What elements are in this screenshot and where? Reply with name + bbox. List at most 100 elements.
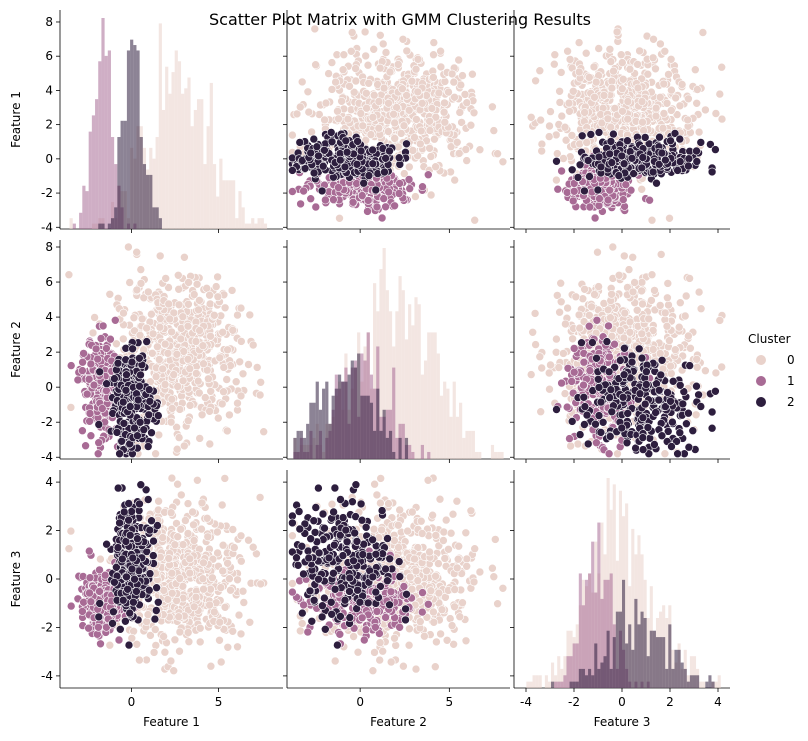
scatter-point-cluster-2 [707, 167, 717, 177]
scatter-point-cluster-0 [64, 270, 74, 280]
scatter-point-cluster-0 [651, 103, 661, 113]
scatter-point-cluster-0 [144, 287, 153, 297]
scatter-point-cluster-1 [91, 344, 101, 354]
scatter-point-cluster-1 [288, 187, 297, 196]
scatter-point-cluster-0 [531, 340, 540, 349]
scatter-point-cluster-2 [119, 419, 129, 428]
y-tick-label: 0 [45, 152, 53, 166]
scatter-point-cluster-0 [429, 50, 438, 60]
hist-bar-cluster-0 [436, 353, 440, 459]
scatter-point-cluster-0 [429, 73, 438, 82]
scatter-point-cluster-0 [644, 314, 654, 324]
scatter-point-cluster-2 [135, 353, 144, 363]
hist-bar-cluster-1 [72, 223, 76, 229]
scatter-point-cluster-0 [227, 286, 237, 295]
scatter-point-cluster-0 [650, 286, 659, 295]
hist-bar-cluster-0 [497, 451, 501, 459]
scatter-point-cluster-1 [98, 404, 107, 413]
hist-bar-cluster-0 [222, 180, 226, 229]
scatter-point-cluster-0 [550, 50, 560, 60]
scatter-point-cluster-0 [172, 444, 182, 454]
scatter-point-cluster-1 [363, 196, 373, 205]
scatter-point-cluster-0 [717, 114, 727, 124]
scatter-point-cluster-0 [132, 285, 142, 295]
scatter-point-cluster-0 [360, 27, 370, 37]
scatter-point-cluster-0 [180, 252, 189, 262]
scatter-point-cluster-0 [195, 434, 204, 443]
scatter-point-cluster-1 [585, 366, 595, 375]
scatter-point-cluster-1 [66, 361, 76, 370]
scatter-point-cluster-0 [222, 375, 231, 384]
hist-bar-cluster-0 [478, 451, 482, 459]
scatter-point-cluster-2 [288, 166, 297, 175]
scatter-point-cluster-0 [647, 215, 657, 225]
scatter-point-cluster-0 [452, 138, 462, 147]
scatter-point-cluster-2 [684, 154, 694, 163]
scatter-point-cluster-0 [238, 369, 248, 379]
scatter-point-cluster-0 [236, 303, 246, 313]
scatter-point-cluster-0 [304, 107, 314, 117]
hist-bar-cluster-0 [459, 402, 463, 459]
scatter-point-cluster-0 [180, 441, 189, 451]
scatter-point-cluster-0 [383, 127, 393, 136]
hist-bar-cluster-0 [168, 93, 172, 229]
scatter-point-cluster-0 [564, 98, 574, 108]
scatter-point-cluster-0 [385, 67, 395, 77]
scatter-point-cluster-0 [549, 59, 559, 69]
hist-bar-cluster-1 [79, 212, 83, 229]
scatter-point-cluster-0 [624, 265, 634, 274]
hist-bar-cluster-2 [353, 367, 358, 459]
scatter-point-cluster-0 [530, 309, 540, 318]
scatter-point-cluster-2 [127, 357, 137, 367]
scatter-point-cluster-2 [135, 381, 144, 391]
hist-bar-cluster-0 [500, 451, 504, 459]
scatter-point-cluster-0 [683, 115, 693, 125]
hist-bar-cluster-0 [209, 82, 213, 229]
scatter-point-cluster-2 [368, 145, 377, 155]
hist-bar-cluster-0 [225, 180, 229, 229]
scatter-point-cluster-0 [324, 69, 333, 78]
scatter-point-cluster-0 [425, 117, 434, 126]
scatter-point-cluster-2 [614, 171, 624, 180]
scatter-point-cluster-0 [664, 70, 673, 79]
scatter-point-cluster-2 [694, 390, 703, 400]
scatter-point-cluster-0 [694, 287, 704, 297]
scatter-point-cluster-1 [299, 186, 308, 196]
scatter-point-cluster-0 [665, 336, 674, 345]
scatter-point-cluster-2 [575, 160, 585, 170]
scatter-point-cluster-0 [137, 314, 147, 324]
scatter-point-cluster-1 [565, 434, 574, 443]
scatter-point-cluster-0 [426, 152, 436, 161]
panel-1-2 [283, 10, 510, 233]
scatter-point-cluster-0 [167, 404, 177, 413]
scatter-point-cluster-2 [609, 129, 618, 139]
scatter-point-cluster-2 [353, 137, 362, 146]
hist-bar-cluster-0 [174, 50, 178, 229]
scatter-point-cluster-0 [307, 127, 316, 137]
scatter-point-cluster-0 [398, 84, 407, 93]
scatter-point-cluster-0 [399, 121, 409, 130]
scatter-point-cluster-2 [118, 397, 128, 407]
hist-bar-cluster-0 [254, 223, 258, 229]
scatter-point-cluster-0 [369, 44, 379, 54]
hist-bar-cluster-2 [325, 381, 329, 459]
hist-bar-cluster-0 [427, 332, 431, 459]
hist-bar-cluster-0 [411, 325, 415, 459]
scatter-point-cluster-0 [619, 251, 629, 261]
scatter-point-cluster-0 [148, 348, 157, 358]
scatter-point-cluster-1 [102, 344, 111, 353]
scatter-point-cluster-2 [327, 137, 337, 147]
hist-bar-cluster-2 [142, 164, 147, 229]
scatter-point-cluster-0 [546, 360, 555, 370]
hist-bar-cluster-0 [257, 218, 261, 229]
hist-bar-cluster-0 [452, 381, 456, 459]
hist-bar-cluster-2 [315, 381, 319, 459]
scatter-point-cluster-2 [661, 155, 670, 165]
scatter-point-cluster-0 [364, 79, 374, 88]
scatter-point-cluster-2 [136, 370, 145, 380]
scatter-point-cluster-0 [248, 340, 258, 350]
scatter-point-cluster-0 [659, 79, 669, 89]
scatter-point-cluster-0 [609, 66, 618, 76]
scatter-point-cluster-0 [175, 405, 185, 414]
scatter-point-cluster-0 [537, 363, 547, 373]
